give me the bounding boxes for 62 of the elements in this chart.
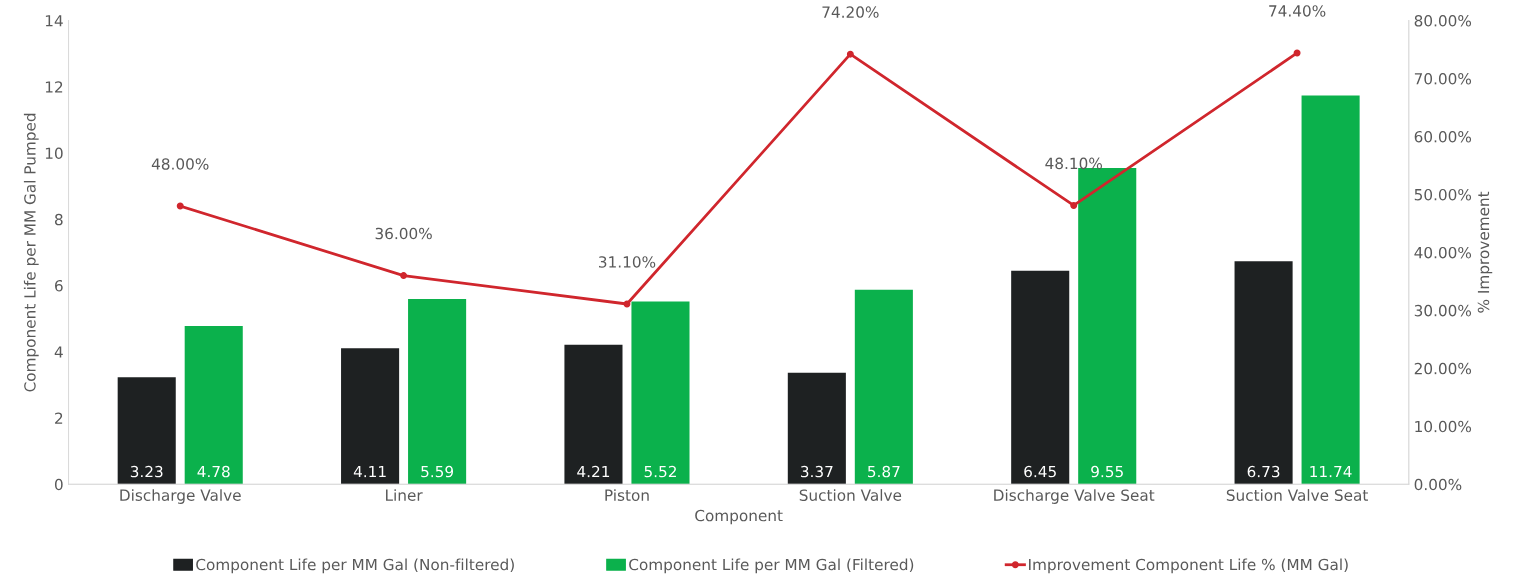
bar — [1301, 95, 1360, 485]
bar — [854, 289, 913, 485]
bar — [1234, 261, 1293, 485]
data-label: 48.10% — [1045, 157, 1102, 170]
bar — [564, 344, 623, 485]
y-tick-label: 2 — [55, 412, 63, 424]
data-label: 9.55 — [1091, 465, 1123, 478]
x-tick-label: Suction Valve Seat — [1226, 489, 1368, 501]
y-axis-title: Component Life per MM Gal Pumped — [23, 113, 39, 392]
bar — [341, 348, 400, 485]
x-axis-title: Component — [695, 509, 783, 525]
bar — [631, 301, 690, 485]
data-label: 31.10% — [599, 256, 656, 268]
data-label: 74.20% — [822, 6, 879, 18]
x-tick-label: Liner — [386, 489, 423, 501]
y2-tick-label: 30.00% — [1414, 304, 1472, 317]
y-tick-label: 0 — [54, 478, 63, 491]
y-tick-label: 12 — [45, 81, 63, 93]
y2-tick-label: 0.00% — [1414, 478, 1462, 491]
data-label: 74.40% — [1269, 5, 1326, 17]
legend-label: Component Life per MM Gal (Filtered) — [629, 558, 914, 574]
data-label: 36.00% — [375, 227, 432, 240]
bar — [117, 377, 176, 485]
y-tick-label: 10 — [45, 147, 63, 160]
data-label: 6.45 — [1024, 465, 1056, 478]
bar — [1011, 270, 1070, 485]
y-tick-label: 6 — [55, 280, 63, 292]
y2-tick-label: 60.00% — [1414, 130, 1472, 143]
y2-tick-label: 80.00% — [1414, 15, 1472, 27]
data-label: 5.87 — [868, 465, 900, 478]
y2-axis-title: % Improvement — [1477, 191, 1493, 313]
bar — [787, 372, 846, 485]
data-label: 5.52 — [644, 465, 676, 478]
data-label: 5.59 — [421, 465, 454, 478]
y2-tick-label: 70.00% — [1414, 72, 1472, 85]
data-label: 4.21 — [577, 465, 610, 478]
data-label: 3.37 — [800, 465, 833, 478]
legend-label: Improvement Component Life % (MM Gal) — [1029, 558, 1348, 574]
point — [1070, 201, 1078, 209]
x-tick-label: Discharge Valve — [120, 489, 241, 504]
data-label: 3.23 — [130, 465, 163, 478]
x-tick-label: Suction Valve — [799, 489, 902, 501]
y-tick-label: 14 — [45, 15, 63, 27]
bar — [408, 299, 467, 485]
x-tick-label: Discharge Valve Seat — [994, 489, 1155, 504]
y2-tick-label: 10.00% — [1415, 420, 1472, 433]
data-label: 4.11 — [353, 465, 386, 478]
point — [400, 272, 408, 280]
data-label: 6.73 — [1247, 465, 1280, 478]
point — [176, 202, 184, 210]
y2-tick-label: 50.00% — [1414, 188, 1472, 201]
data-label: 48.00% — [151, 158, 209, 170]
data-label: 11.74 — [1310, 465, 1352, 478]
y2-tick-label: 40.00% — [1414, 246, 1472, 259]
bar — [184, 325, 243, 485]
x-tick-label: Piston — [605, 489, 649, 501]
y-tick-label: 4 — [54, 346, 63, 358]
legend-label: Component Life per MM Gal (Non-filtered) — [196, 558, 514, 574]
point — [846, 50, 854, 58]
y2-tick-label: 20.00% — [1414, 362, 1472, 375]
data-label: 4.78 — [197, 465, 230, 478]
y-tick-label: 8 — [54, 213, 63, 226]
